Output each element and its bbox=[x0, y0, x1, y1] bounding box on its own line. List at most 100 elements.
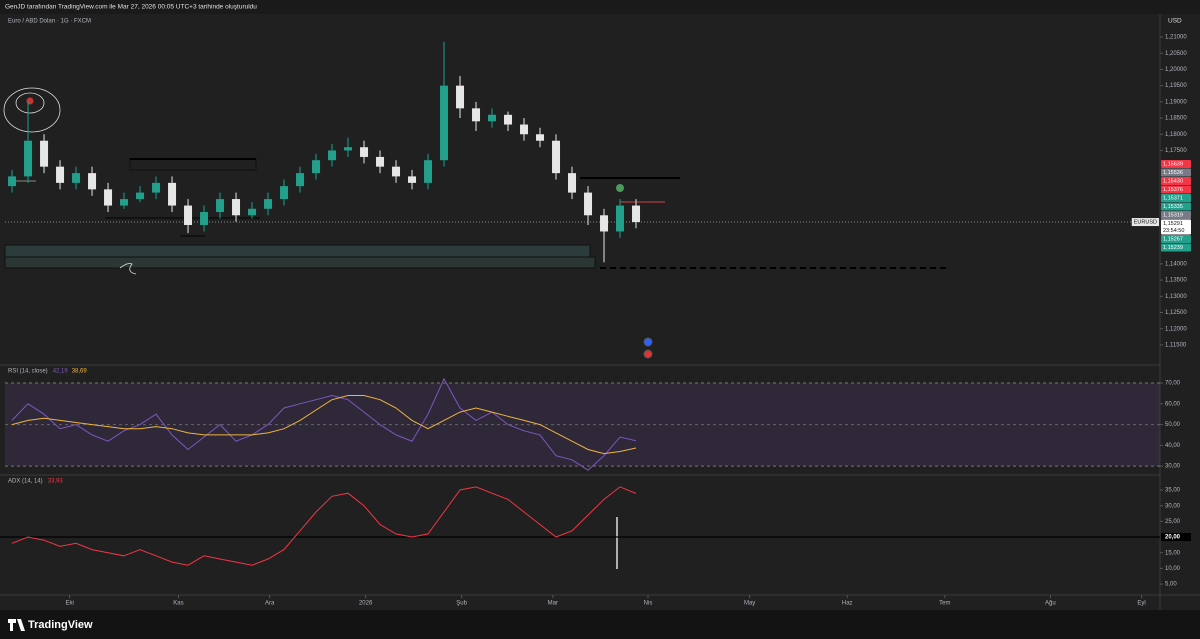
candle-body bbox=[248, 208, 257, 216]
hand-drawing bbox=[15, 92, 45, 114]
candle-body bbox=[392, 166, 401, 177]
x-tick-label: Ağu bbox=[1045, 601, 1056, 607]
candle-body bbox=[280, 186, 289, 200]
x-tick-label: Kas bbox=[173, 601, 183, 607]
y-tick-label: 1,20000 bbox=[1165, 67, 1187, 73]
y-tick-label: 1,14000 bbox=[1165, 261, 1187, 267]
hand-drawing bbox=[3, 87, 61, 133]
event-icon bbox=[643, 349, 653, 359]
candle-body bbox=[104, 189, 113, 206]
y-tick-label: 25,00 bbox=[1165, 519, 1181, 525]
y-tick-label: 1,12000 bbox=[1165, 326, 1187, 332]
candle-body bbox=[568, 173, 577, 193]
price-marker-label: 1,15430 bbox=[1163, 178, 1183, 184]
candle-body bbox=[456, 85, 465, 109]
price-marker-bg bbox=[1161, 185, 1191, 194]
candle-body bbox=[440, 85, 449, 161]
pane-title: ADX (14, 14) bbox=[8, 479, 43, 485]
candle-body bbox=[264, 199, 273, 209]
y-tick-label: 1,17500 bbox=[1165, 148, 1187, 154]
candle-body bbox=[472, 108, 481, 122]
pane-title: RSI (14, close) bbox=[8, 369, 48, 375]
price-marker-label: 1,15335 bbox=[1163, 204, 1183, 210]
event-icon bbox=[643, 337, 653, 347]
y-tick-label: 1,18500 bbox=[1165, 116, 1187, 122]
y-tick-label: 1,19500 bbox=[1165, 83, 1187, 89]
candle-body bbox=[312, 160, 321, 174]
price-marker-bg bbox=[1161, 211, 1191, 219]
price-marker-label: 1,15536 bbox=[1163, 170, 1183, 176]
x-tick-label: May bbox=[744, 601, 755, 607]
candle-body bbox=[408, 176, 417, 183]
legend-value: 38,69 bbox=[72, 369, 88, 375]
candle-body bbox=[120, 199, 129, 206]
candle-body bbox=[88, 173, 97, 190]
zone bbox=[4, 244, 591, 258]
candle-body bbox=[24, 140, 33, 177]
candle-body bbox=[632, 205, 641, 223]
price-marker-bg bbox=[1161, 168, 1191, 177]
x-tick-label: Mar bbox=[548, 601, 558, 607]
zone bbox=[4, 256, 596, 269]
y-tick-label: 10,00 bbox=[1165, 566, 1181, 572]
candle-body bbox=[520, 124, 529, 135]
series-line bbox=[11, 486, 637, 566]
y-tick-label: 1,11500 bbox=[1165, 342, 1187, 348]
candle-body bbox=[8, 176, 17, 187]
x-tick-label: Eki bbox=[65, 601, 73, 607]
price-marker-bg bbox=[1161, 194, 1191, 202]
candle-body bbox=[616, 205, 625, 232]
series-line bbox=[11, 395, 637, 455]
x-tick-label: Ara bbox=[265, 601, 275, 607]
candle-body bbox=[136, 192, 145, 200]
y-tick-label: 1,12500 bbox=[1165, 310, 1187, 316]
y-tick-label: 1,20500 bbox=[1165, 51, 1187, 57]
price-marker-bg bbox=[1161, 202, 1191, 211]
candle-body bbox=[56, 166, 65, 183]
y-tick-label: 1,18000 bbox=[1165, 132, 1187, 138]
y-tick-label: 30,00 bbox=[1165, 503, 1181, 509]
y-tick-label: 35,00 bbox=[1165, 488, 1181, 494]
candle-body bbox=[376, 156, 385, 167]
footer-bar bbox=[0, 610, 1200, 639]
symbol-label-bg bbox=[1131, 218, 1159, 227]
level-label-bg bbox=[1161, 533, 1191, 542]
y-tick-label: 60,00 bbox=[1165, 401, 1181, 407]
x-tick-label: Eyl bbox=[1137, 601, 1145, 607]
symbol-label: EURUSD bbox=[1134, 220, 1157, 226]
price-marker-bg bbox=[1161, 177, 1191, 185]
candle-body bbox=[200, 212, 209, 225]
candle-body bbox=[600, 215, 609, 232]
candle-body bbox=[552, 140, 561, 174]
candle-body bbox=[424, 160, 433, 183]
price-marker-bg bbox=[1161, 235, 1191, 243]
candle-body bbox=[152, 182, 161, 193]
y-tick-label: 70,00 bbox=[1165, 381, 1181, 387]
candle-body bbox=[504, 114, 513, 125]
candle-body bbox=[184, 205, 193, 225]
candle-body bbox=[296, 173, 305, 187]
candle-body bbox=[360, 147, 369, 157]
marker-dot bbox=[616, 184, 624, 192]
price-marker-bg bbox=[1161, 243, 1191, 252]
y-tick-label: 1,19000 bbox=[1165, 99, 1187, 105]
x-tick-label: Tem bbox=[939, 601, 950, 607]
x-tick-label: Haz bbox=[842, 601, 853, 607]
price-marker-bg bbox=[1161, 160, 1191, 168]
header-text: GenJD tarafından TradingView.com ile Mar… bbox=[5, 4, 257, 11]
y-tick-label: 40,00 bbox=[1165, 443, 1181, 449]
level-label: 20,00 bbox=[1165, 535, 1181, 541]
price-marker-label: 1,15239 bbox=[1163, 245, 1183, 251]
y-tick-label: 1,13500 bbox=[1165, 278, 1187, 284]
price-marker-label: 1,15267 bbox=[1163, 236, 1183, 242]
y-tick-label: 1,13000 bbox=[1165, 294, 1187, 300]
drawings bbox=[3, 87, 950, 569]
x-tick-label: Şub bbox=[456, 601, 467, 607]
candle-body bbox=[232, 199, 241, 216]
currency-label: USD bbox=[1168, 18, 1182, 25]
top-bar bbox=[0, 0, 1200, 14]
price-marker-label: 1,15639 bbox=[1163, 161, 1183, 167]
